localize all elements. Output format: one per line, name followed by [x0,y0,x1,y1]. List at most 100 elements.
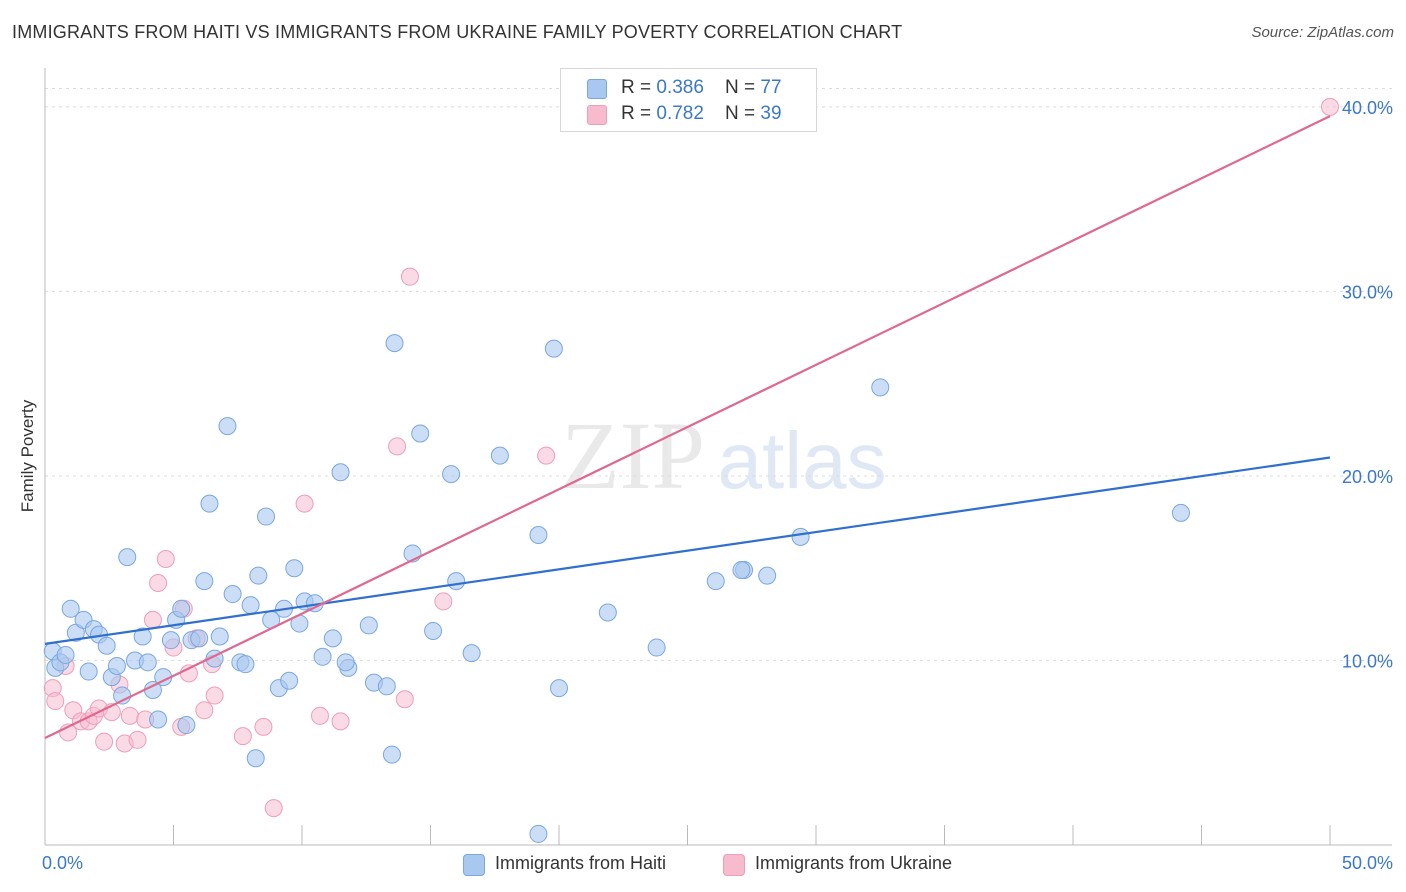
haiti-point [313,647,332,666]
watermark: ZIP atlas [561,402,886,509]
ukraine-point [400,267,419,286]
haiti-point [97,636,116,655]
haiti-point [550,679,568,698]
haiti-point [149,710,168,729]
ukraine-legend-swatch [723,854,745,876]
tick-labels: 10.0% 20.0% 30.0% 40.0% 0.0% 50.0% [42,98,1393,873]
haiti-point [706,572,725,591]
watermark-atlas: atlas [718,416,887,505]
haiti-point [257,507,276,526]
x-tick-label-max: 50.0% [1342,853,1393,873]
haiti-point [424,621,443,640]
r-label: R = [621,77,657,98]
ukraine-point [395,690,414,709]
ukraine-point [264,799,283,818]
trend-lines [44,115,1331,739]
legend-text-ukraine: R = 0.782 N = 39 [621,103,782,125]
chart-source: Source: ZipAtlas.com [1251,24,1394,41]
ukraine-point [434,592,453,611]
haiti-point [871,378,890,397]
haiti-point [241,596,260,615]
haiti-point [61,599,80,618]
legend-text-haiti: R = 0.386 N = 77 [621,77,782,99]
haiti-point [177,716,196,735]
haiti-point [529,526,548,544]
haiti-point [791,527,810,546]
haiti-point [285,559,304,578]
haiti-point [200,494,219,513]
ukraine-point [149,573,168,592]
haiti-point [377,677,396,696]
n-value-haiti: 77 [760,77,782,98]
ukraine-point [295,494,314,513]
haiti-point [280,671,299,690]
haiti-swatch [587,79,607,99]
r-value-haiti: 0.386 [656,77,704,98]
haiti-point [190,629,209,648]
haiti-point [331,463,350,482]
haiti-trend-line [44,456,1331,645]
haiti-point [172,599,191,618]
ukraine-swatch [587,105,607,125]
haiti-point [462,644,481,663]
ukraine-point [128,730,147,749]
haiti-point [598,603,617,622]
haiti-point [490,446,509,465]
haiti-point [447,572,466,591]
correlation-legend: R = 0.386 N = 77 R = 0.782 N = 39 [560,68,817,132]
axes [44,68,1392,846]
haiti-point [249,566,268,585]
ukraine-point [95,732,114,751]
n-label: N = [725,103,761,124]
haiti-point [210,627,229,646]
haiti-point [161,631,180,650]
haiti-point [336,653,355,672]
haiti-point [236,655,255,674]
ukraine-point [46,692,65,711]
haiti-point [647,638,666,657]
haiti-point [246,749,265,768]
haiti-point [359,616,378,635]
series-legend: Immigrants from Haiti Immigrants from Uk… [0,852,1406,876]
n-label: N = [725,77,761,98]
haiti-point [1171,503,1190,522]
y-tick-label: 40.0% [1342,98,1393,118]
ukraine-point [254,717,273,736]
ukraine-trend-line [44,115,1331,739]
haiti-point [223,585,242,604]
x-tick-label-min: 0.0% [42,853,83,873]
ukraine-point [310,706,329,725]
haiti-point [133,627,152,646]
y-tick-label: 10.0% [1342,651,1393,671]
ukraine-point [331,712,350,731]
y-tick-label: 20.0% [1342,467,1393,487]
ukraine-point [205,686,224,705]
r-value-ukraine: 0.782 [656,103,704,124]
haiti-point [544,339,563,358]
ukraine-point [537,446,556,465]
haiti-point [195,572,214,591]
ukraine-point [156,549,175,568]
ukraine-point [233,727,252,746]
y-axis-label: Family Poverty [18,399,37,513]
haiti-point [79,662,98,681]
n-value-ukraine: 39 [760,103,782,124]
ukraine-point [1321,97,1339,116]
haiti-point [758,566,777,585]
haiti-point [385,334,404,353]
haiti-point [323,629,342,648]
haiti-point [411,424,430,443]
watermark-zip: ZIP [561,402,705,509]
haiti-points [43,334,1190,843]
ukraine-points [43,97,1339,818]
y-tick-label: 30.0% [1342,282,1393,302]
haiti-point [442,465,461,484]
haiti-point [382,745,401,764]
ukraine-legend-label: Immigrants from Ukraine [755,853,953,873]
r-label: R = [621,103,657,124]
haiti-point [118,548,137,567]
haiti-legend-swatch [463,854,485,876]
haiti-point [138,653,157,672]
haiti-point [56,645,75,664]
